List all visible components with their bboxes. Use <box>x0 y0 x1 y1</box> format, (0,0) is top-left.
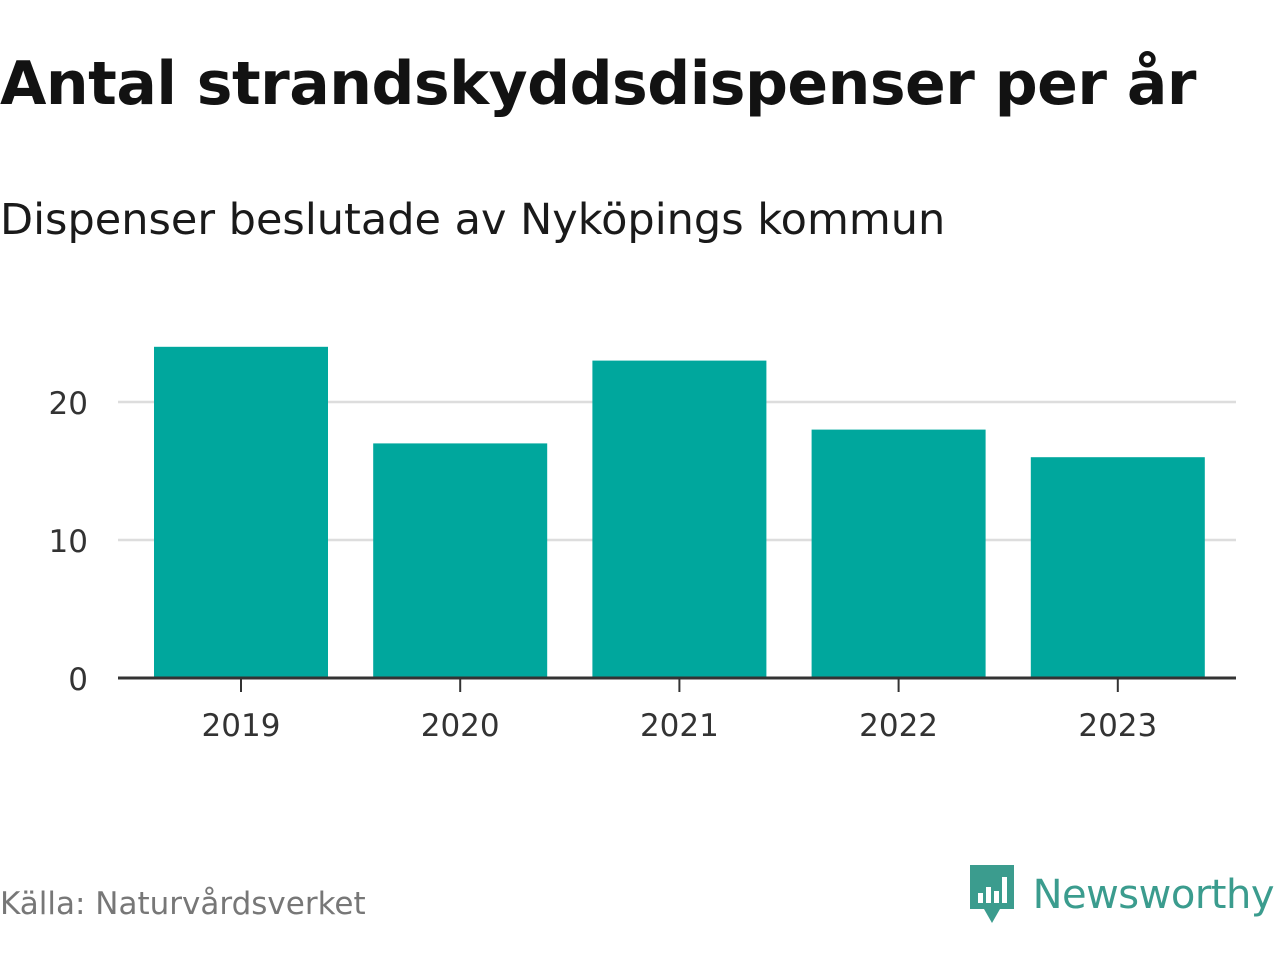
bar-2020 <box>373 443 548 678</box>
bars <box>154 346 1205 678</box>
x-tick-label: 2023 <box>1078 708 1157 744</box>
x-tick-label: 2020 <box>421 708 500 744</box>
bar-2022 <box>811 429 986 678</box>
brand-name: Newsworthy <box>1032 872 1275 918</box>
bar-2021 <box>592 360 767 678</box>
x-tick-label: 2021 <box>640 708 719 744</box>
x-tick-label: 2022 <box>859 708 938 744</box>
source-note: Källa: Naturvårdsverket <box>0 886 366 922</box>
axes: 0 10 20 2019 2020 2021 2022 2023 <box>49 386 1236 744</box>
x-tick-label: 2019 <box>202 708 281 744</box>
bar-chart: 0 10 20 2019 2020 2021 2022 2023 <box>49 346 1236 744</box>
y-tick-label: 0 <box>68 662 88 698</box>
bar-2019 <box>154 346 328 678</box>
bar-2023 <box>1030 457 1205 678</box>
newsworthy-chart-icon <box>969 865 1014 923</box>
y-tick-label: 10 <box>49 524 88 560</box>
chart-title: Antal strandskyddsdispenser per år <box>0 49 1196 119</box>
newsworthy-logo: Newsworthy <box>967 860 1275 930</box>
chart-subtitle: Dispenser beslutade av Nyköpings kommun <box>0 195 946 245</box>
y-tick-label: 20 <box>49 386 88 422</box>
